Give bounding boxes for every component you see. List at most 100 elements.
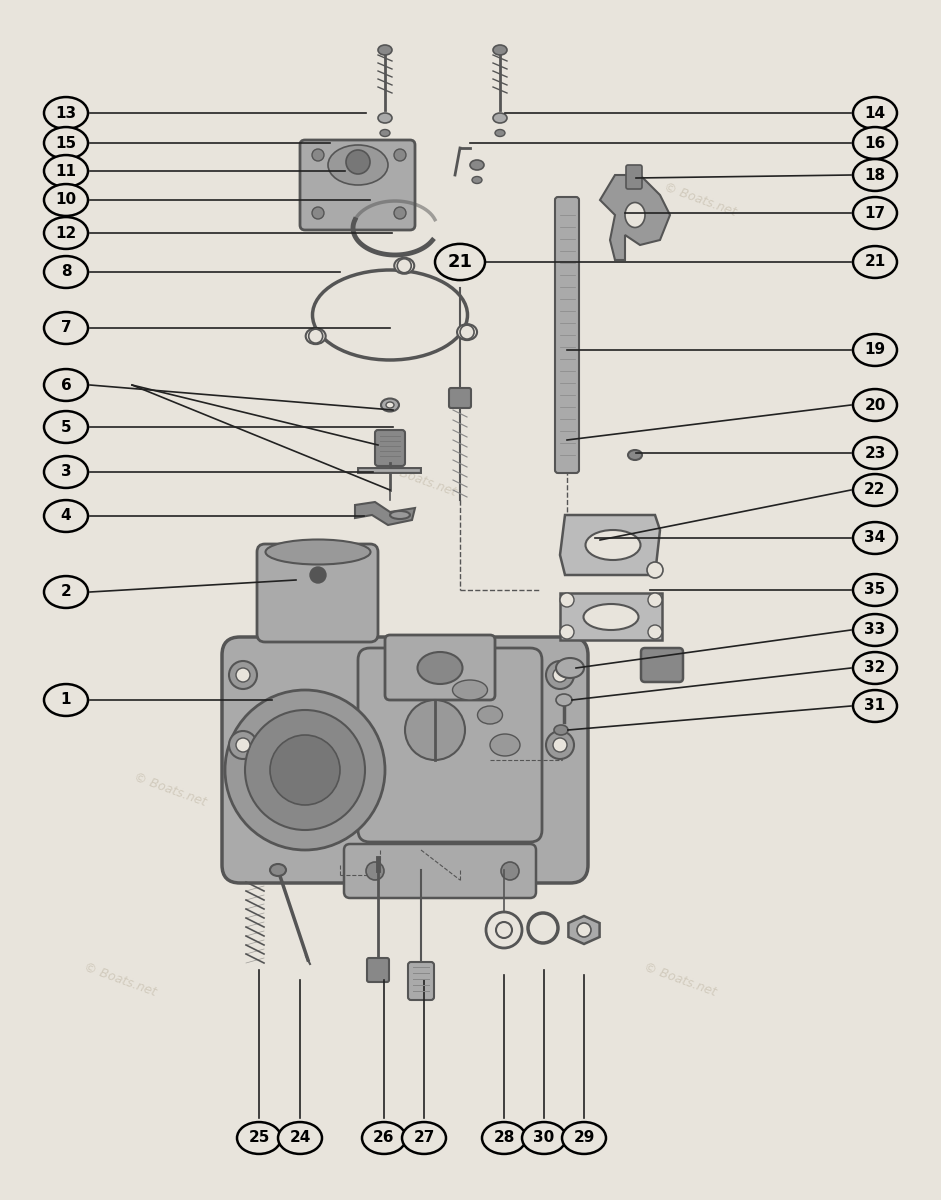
Text: 17: 17 (865, 205, 885, 221)
Ellipse shape (853, 574, 897, 606)
Ellipse shape (853, 437, 897, 469)
Ellipse shape (493, 113, 507, 122)
Ellipse shape (378, 113, 392, 122)
Ellipse shape (554, 725, 568, 734)
Ellipse shape (457, 324, 477, 340)
Circle shape (553, 668, 567, 682)
Text: 7: 7 (60, 320, 72, 336)
Circle shape (245, 710, 365, 830)
FancyBboxPatch shape (408, 962, 434, 1000)
Ellipse shape (378, 44, 392, 55)
Ellipse shape (453, 680, 487, 700)
Circle shape (648, 593, 662, 607)
Text: 29: 29 (573, 1130, 595, 1146)
Circle shape (394, 149, 406, 161)
Ellipse shape (585, 530, 641, 560)
Circle shape (460, 325, 474, 340)
Circle shape (501, 862, 519, 880)
Ellipse shape (482, 1122, 526, 1154)
Polygon shape (560, 515, 660, 575)
Ellipse shape (386, 402, 394, 408)
Text: 5: 5 (60, 420, 72, 434)
Text: 8: 8 (60, 264, 72, 280)
Text: 10: 10 (56, 192, 76, 208)
Polygon shape (600, 175, 670, 260)
Text: 16: 16 (865, 136, 885, 150)
Text: 14: 14 (865, 106, 885, 120)
Ellipse shape (44, 217, 88, 248)
Polygon shape (355, 502, 415, 526)
Circle shape (312, 206, 324, 218)
Circle shape (546, 731, 574, 758)
Text: 28: 28 (493, 1130, 515, 1146)
Ellipse shape (44, 576, 88, 608)
Circle shape (577, 923, 591, 937)
Ellipse shape (44, 412, 88, 443)
Text: 31: 31 (865, 698, 885, 714)
FancyBboxPatch shape (358, 648, 542, 842)
Circle shape (648, 625, 662, 638)
Text: 34: 34 (865, 530, 885, 546)
Ellipse shape (362, 1122, 406, 1154)
Ellipse shape (853, 652, 897, 684)
Ellipse shape (265, 540, 371, 564)
Circle shape (270, 734, 340, 805)
Text: 30: 30 (534, 1130, 554, 1146)
Circle shape (236, 668, 250, 682)
Text: 6: 6 (60, 378, 72, 392)
Text: 24: 24 (289, 1130, 311, 1146)
Ellipse shape (402, 1122, 446, 1154)
Ellipse shape (44, 256, 88, 288)
Circle shape (394, 206, 406, 218)
FancyBboxPatch shape (385, 635, 495, 700)
Ellipse shape (44, 370, 88, 401)
Ellipse shape (522, 1122, 566, 1154)
Circle shape (236, 738, 250, 752)
Circle shape (560, 625, 574, 638)
FancyBboxPatch shape (555, 197, 579, 473)
Text: 21: 21 (865, 254, 885, 270)
Text: 2: 2 (60, 584, 72, 600)
Text: © Boats.net: © Boats.net (662, 181, 738, 220)
Ellipse shape (853, 522, 897, 554)
Text: 27: 27 (413, 1130, 435, 1146)
Circle shape (225, 690, 385, 850)
Ellipse shape (328, 145, 388, 185)
Ellipse shape (628, 450, 642, 460)
Ellipse shape (394, 258, 414, 274)
Text: © Boats.net: © Boats.net (642, 961, 718, 1000)
Ellipse shape (853, 334, 897, 366)
Ellipse shape (380, 130, 390, 137)
Ellipse shape (853, 474, 897, 506)
Ellipse shape (418, 652, 462, 684)
Text: 33: 33 (865, 623, 885, 637)
Circle shape (560, 593, 574, 607)
Text: © Boats.net: © Boats.net (382, 461, 458, 499)
Ellipse shape (583, 604, 639, 630)
Ellipse shape (44, 184, 88, 216)
Ellipse shape (470, 160, 484, 170)
Text: © Boats.net: © Boats.net (132, 770, 208, 809)
Ellipse shape (472, 176, 482, 184)
Text: 13: 13 (56, 106, 76, 120)
Ellipse shape (556, 658, 584, 678)
Circle shape (346, 150, 370, 174)
Ellipse shape (44, 127, 88, 158)
Ellipse shape (44, 312, 88, 344)
Ellipse shape (853, 127, 897, 158)
Text: 3: 3 (60, 464, 72, 480)
Ellipse shape (306, 328, 326, 344)
Text: 35: 35 (865, 582, 885, 598)
Text: 20: 20 (865, 397, 885, 413)
Circle shape (647, 562, 663, 578)
Text: 12: 12 (56, 226, 76, 240)
FancyBboxPatch shape (626, 164, 642, 188)
Text: 18: 18 (865, 168, 885, 182)
Ellipse shape (495, 130, 505, 137)
Ellipse shape (278, 1122, 322, 1154)
Ellipse shape (853, 197, 897, 229)
Text: 26: 26 (374, 1130, 395, 1146)
FancyBboxPatch shape (641, 648, 683, 682)
Ellipse shape (493, 44, 507, 55)
FancyBboxPatch shape (375, 430, 405, 466)
